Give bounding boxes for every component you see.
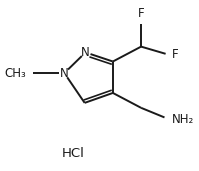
Text: N: N [81,46,90,59]
Text: N: N [60,67,69,80]
Text: F: F [138,7,144,20]
Text: CH₃: CH₃ [5,67,26,80]
Text: F: F [172,48,179,61]
Text: NH₂: NH₂ [172,113,194,126]
Text: HCl: HCl [62,147,85,160]
